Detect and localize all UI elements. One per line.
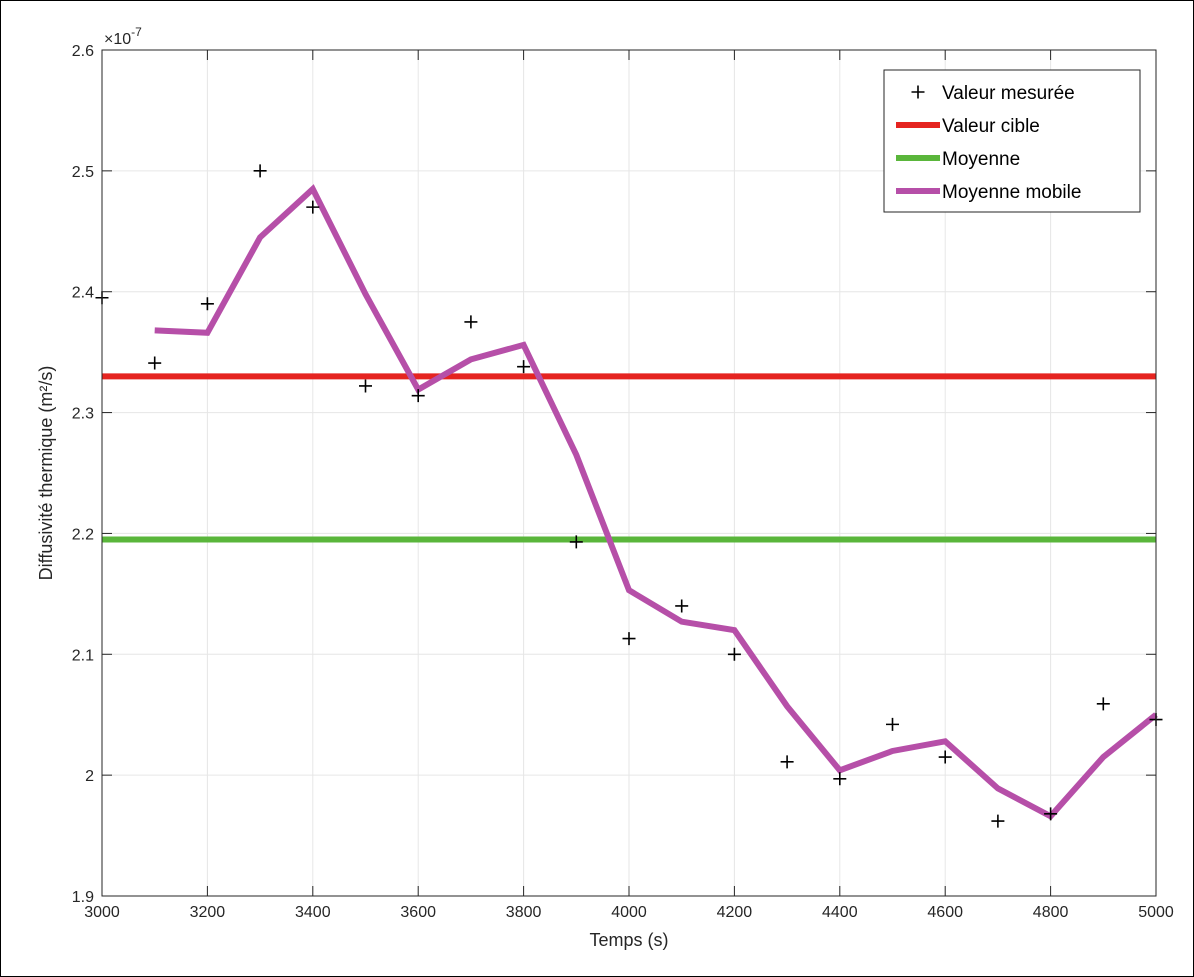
legend-swatch	[911, 85, 925, 99]
legend-entry: Valeur cible	[942, 116, 1040, 137]
data-point	[359, 379, 372, 393]
x-tick-label: 4000	[611, 904, 647, 921]
y-tick-label: 2.4	[72, 285, 94, 302]
data-point	[622, 632, 636, 646]
y-exponent-power: -7	[131, 25, 142, 39]
x-tick-label: 4600	[927, 904, 963, 921]
data-point	[569, 535, 583, 549]
y-tick-label: 2.1	[72, 647, 94, 664]
x-tick-label: 5000	[1138, 904, 1174, 921]
data-point	[886, 717, 899, 731]
data-point	[253, 164, 267, 178]
x-tick-label: 4200	[717, 904, 753, 921]
y-tick-label: 2.2	[72, 526, 94, 543]
y-axis-label: Diffusivité thermique (m²/s)	[36, 366, 56, 581]
y-tick-label: 1.9	[72, 889, 94, 906]
data-point	[1044, 807, 1058, 821]
data-point	[306, 200, 320, 214]
y-tick-label: 2	[85, 768, 94, 785]
data-point	[464, 315, 478, 329]
data-point	[780, 755, 794, 769]
y-exponent-base: ×10	[104, 31, 131, 48]
series-lines	[102, 184, 1158, 820]
legend-entry: Moyenne	[942, 149, 1020, 170]
x-tick-label: 3800	[506, 904, 542, 921]
data-point	[200, 297, 214, 311]
data-point	[411, 389, 425, 403]
markers	[95, 164, 1163, 828]
ticks	[101, 49, 1157, 897]
x-tick-label: 4800	[1033, 904, 1069, 921]
data-point	[517, 360, 531, 374]
y-tick-label: 2.6	[72, 43, 94, 60]
legend-entry: Moyenne mobile	[942, 182, 1081, 203]
tick-labels: 3000 3200 3400 3600 3800 4000 4200 4400 4600 4800…	[72, 43, 1174, 921]
legend: Valeur mesurée Valeur cible Moyenne Moyenne…	[883, 69, 1141, 213]
x-tick-label: 4400	[822, 904, 858, 921]
data-point	[833, 772, 847, 786]
x-axis-label: Temps (s)	[589, 930, 668, 950]
data-point	[148, 356, 162, 370]
data-point	[1096, 697, 1110, 711]
y-tick-label: 2.3	[72, 406, 94, 423]
data-point	[727, 647, 741, 661]
series-line-3	[154, 184, 1158, 820]
x-tick-label: 3400	[295, 904, 331, 921]
x-tick-label: 3000	[84, 904, 120, 921]
data-point	[675, 599, 689, 613]
y-tick-label: 2.5	[72, 164, 94, 181]
data-point	[991, 814, 1005, 828]
x-tick-label: 3200	[190, 904, 226, 921]
data-point	[938, 750, 952, 764]
x-tick-label: 3600	[400, 904, 436, 921]
legend-entry: Valeur mesurée	[942, 83, 1075, 104]
y-axis-exponent: ×10-7	[104, 25, 142, 48]
